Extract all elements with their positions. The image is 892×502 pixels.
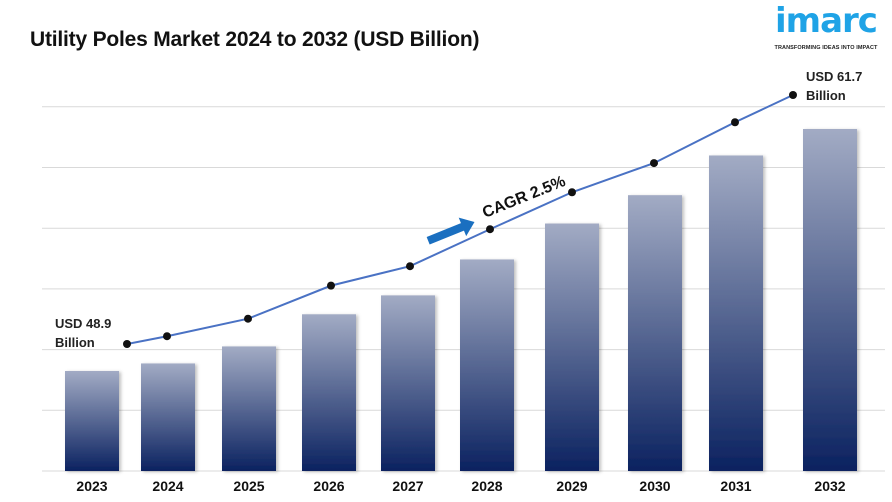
point-2030 — [650, 159, 658, 168]
x-tick-label: 2024 — [152, 478, 183, 494]
point-2023 — [123, 340, 131, 348]
start-value-label: USD 48.9 — [55, 316, 111, 331]
end-value-unit: Billion — [806, 88, 846, 103]
bar-2032 — [803, 129, 857, 471]
x-tick-label: 2023 — [76, 478, 107, 494]
bar-2025 — [222, 346, 276, 471]
bar-2028 — [460, 259, 514, 471]
point-2024 — [163, 332, 171, 341]
x-tick-label: 2029 — [556, 478, 587, 494]
point-2028 — [486, 225, 494, 234]
x-tick-label: 2030 — [639, 478, 670, 494]
imarc-logo: imarc TRANSFORMING IDEAS INTO IMPACT — [766, 0, 886, 52]
bar-2029 — [545, 223, 599, 471]
bar-2024 — [141, 363, 195, 471]
x-tick-label: 2031 — [720, 478, 751, 494]
bar-2027 — [381, 295, 435, 471]
end-value-label: USD 61.7 — [806, 69, 862, 84]
point-2025 — [244, 314, 252, 323]
point-2031 — [731, 118, 739, 127]
x-tick-label: 2028 — [471, 478, 502, 494]
logo-tagline: TRANSFORMING IDEAS INTO IMPACT — [774, 45, 878, 51]
point-2027 — [406, 262, 414, 271]
bar-2031 — [709, 155, 763, 471]
x-tick-label: 2027 — [392, 478, 423, 494]
x-tick-label: 2032 — [814, 478, 845, 494]
point-2026 — [327, 281, 335, 290]
x-tick-label: 2026 — [313, 478, 344, 494]
x-tick-label: 2025 — [233, 478, 264, 494]
bar-2023 — [65, 371, 119, 471]
point-2029 — [568, 188, 576, 197]
trend-line — [126, 94, 794, 345]
chart-title: Utility Poles Market 2024 to 2032 (USD B… — [30, 28, 480, 51]
start-value-unit: Billion — [55, 335, 95, 350]
bar-2026 — [302, 314, 356, 471]
point-2032 — [789, 91, 797, 99]
cagr-arrow-icon — [426, 217, 475, 245]
bar-2030 — [628, 195, 682, 471]
logo-word: imarc — [775, 1, 878, 41]
